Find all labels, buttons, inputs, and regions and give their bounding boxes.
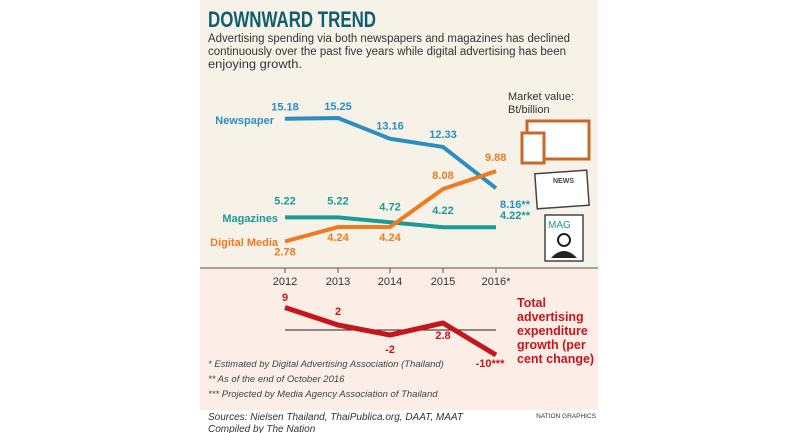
series-line-digital-media	[284, 169, 497, 244]
series-line-growth	[284, 305, 498, 358]
tablet-icon	[520, 131, 546, 165]
growth-series-label: advertising	[517, 310, 584, 324]
data-label: 4.22	[432, 205, 453, 217]
x-tick-label: 2014	[378, 276, 402, 288]
data-label: 4.72	[379, 201, 400, 213]
growth-series-label: expenditure	[517, 324, 588, 338]
compiled-by: Compiled by The Nation	[208, 424, 316, 433]
series-label-digital-media: Digital Media	[210, 237, 279, 249]
growth-series-label: growth (per	[517, 338, 586, 352]
x-tick-label: 2013	[326, 276, 350, 288]
data-label: 4.22**	[500, 210, 531, 222]
data-label: 5.22	[327, 195, 348, 207]
person-icon-head	[557, 233, 571, 247]
data-label: 4.24	[327, 232, 349, 244]
series-label-newspaper: Newspaper	[215, 115, 274, 127]
footnote: ** As of the end of October 2016	[208, 374, 345, 385]
subtitle-line: Advertising spending via both newspapers…	[208, 33, 570, 45]
x-tick-label: 2016*	[482, 276, 511, 288]
chart-title: DOWNWARD TREND	[208, 7, 376, 32]
data-label: 9.88	[485, 152, 506, 164]
series-label-magazines: Magazines	[222, 213, 278, 225]
data-label: 12.33	[429, 129, 457, 141]
data-label: 5.22	[274, 195, 295, 207]
data-label: 8.08	[432, 170, 453, 182]
magazine-icon-label: MAG	[548, 220, 571, 231]
footnote: *** Projected by Media Agency Associatio…	[208, 389, 438, 400]
data-label: 8.16**	[500, 199, 531, 211]
sources: Sources: Nielsen Thailand, ThaiPublica.o…	[208, 412, 464, 423]
growth-series-label: cent change)	[517, 352, 594, 366]
data-label: 2.78	[274, 246, 295, 258]
growth-data-label: -2	[385, 344, 395, 356]
x-tick-label: 2012	[273, 276, 297, 288]
newspaper-icon	[534, 169, 590, 210]
x-tick-label: 2015	[431, 276, 455, 288]
growth-data-label: 9	[282, 292, 288, 304]
growth-data-label: 2.8	[435, 330, 450, 342]
unit-label: Market value:	[508, 91, 574, 103]
growth-data-label: -10***	[476, 358, 505, 370]
series-line-newspaper	[284, 116, 498, 190]
series-line-magazines	[285, 215, 496, 230]
data-label: 4.24	[379, 232, 401, 244]
unit-label: Bt/billion	[508, 104, 550, 116]
newspaper-icon-label: NEWS	[553, 178, 574, 185]
data-label: 15.18	[271, 102, 299, 114]
data-label: 13.16	[376, 121, 404, 133]
data-label: 15.25	[324, 101, 352, 113]
credit: NATION GRAPHICS	[536, 413, 596, 420]
person-icon-body	[551, 251, 577, 258]
subtitle-line: continuously over the past five years wh…	[208, 46, 566, 58]
growth-series-label: Total	[517, 296, 546, 310]
background-bottom	[200, 268, 598, 410]
subtitle-line: enjoying growth.	[208, 59, 302, 71]
footnote: * Estimated by Digital Advertising Assoc…	[208, 359, 444, 370]
growth-data-label: 2	[335, 306, 341, 318]
